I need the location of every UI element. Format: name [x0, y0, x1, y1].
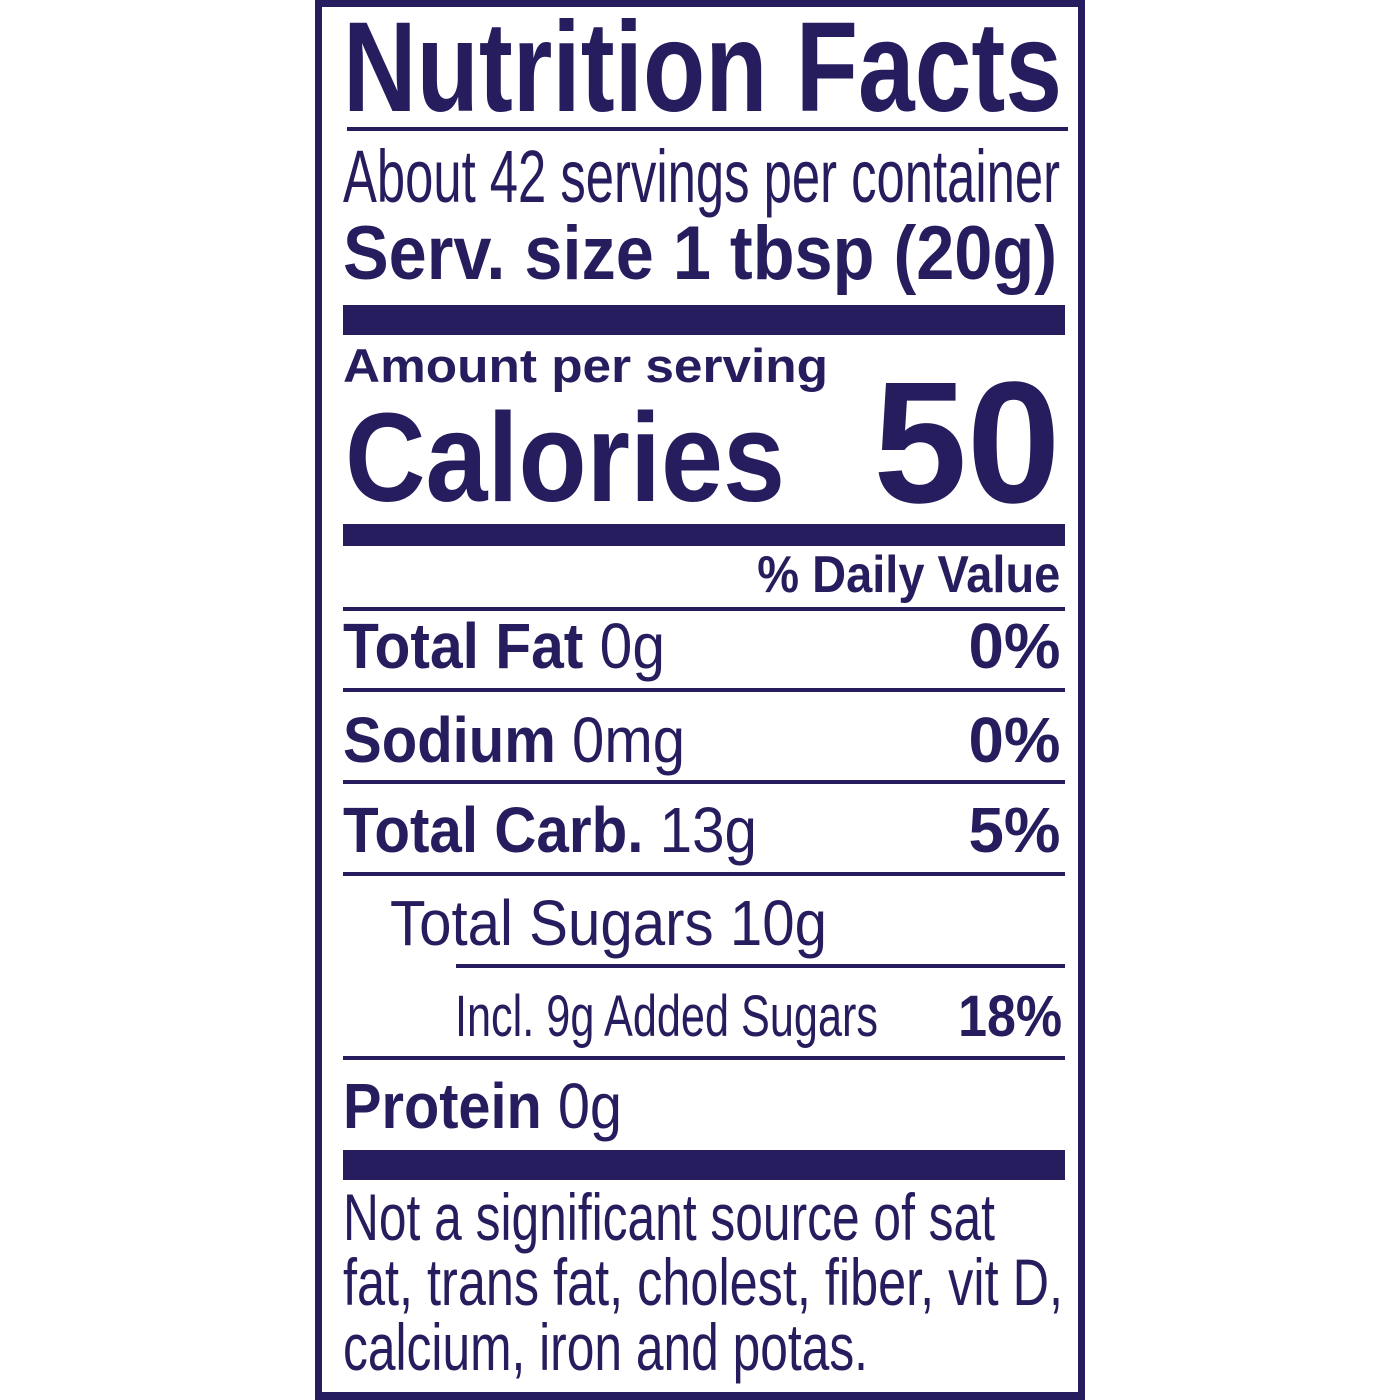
nutrition-label-border	[315, 0, 1085, 1400]
footnote-line: Not a significant source of sat	[343, 1180, 995, 1254]
amount-per-serving: Amount per serving	[343, 339, 828, 392]
dv-added-sugars: 18%	[958, 984, 1062, 1049]
rule	[343, 872, 1065, 876]
servings-per-container: About 42 servings per container	[343, 135, 1060, 218]
rule	[343, 780, 1065, 784]
thick-rule-bottom	[343, 1150, 1065, 1180]
calories-rule	[343, 524, 1065, 546]
nutrient-total-carb: Total Carb. 13g	[343, 794, 757, 866]
dv-sodium: 0%	[968, 704, 1060, 776]
serving-size: Serv. size 1 tbsp (20g)	[343, 211, 1057, 296]
nutrient-total-fat: Total Fat 0g	[343, 610, 665, 682]
label-title: Nutrition Facts	[343, 0, 1062, 139]
dv-total-fat: 0%	[968, 610, 1060, 682]
calories-label: Calories	[345, 387, 785, 528]
calories-value: 50	[873, 345, 1060, 539]
thick-rule-top	[343, 305, 1065, 335]
nutrient-sodium: Sodium 0mg	[343, 704, 685, 776]
rule	[343, 607, 1065, 611]
dv-total-carb: 5%	[968, 794, 1060, 866]
nutrient-total-sugars: Total Sugars 10g	[390, 887, 827, 959]
rule	[343, 688, 1065, 692]
daily-value-header: % Daily Value	[757, 546, 1060, 604]
rule-sugars	[456, 964, 1065, 968]
footnote-line: fat, trans fat, cholest, fiber, vit D,	[343, 1245, 1063, 1319]
nutrient-added-sugars: Incl. 9g Added Sugars	[455, 984, 878, 1049]
footnote-line: calcium, iron and potas.	[343, 1310, 868, 1384]
nutrient-protein: Protein 0g	[343, 1070, 622, 1142]
rule	[343, 1056, 1065, 1060]
title-rule	[347, 127, 1068, 131]
